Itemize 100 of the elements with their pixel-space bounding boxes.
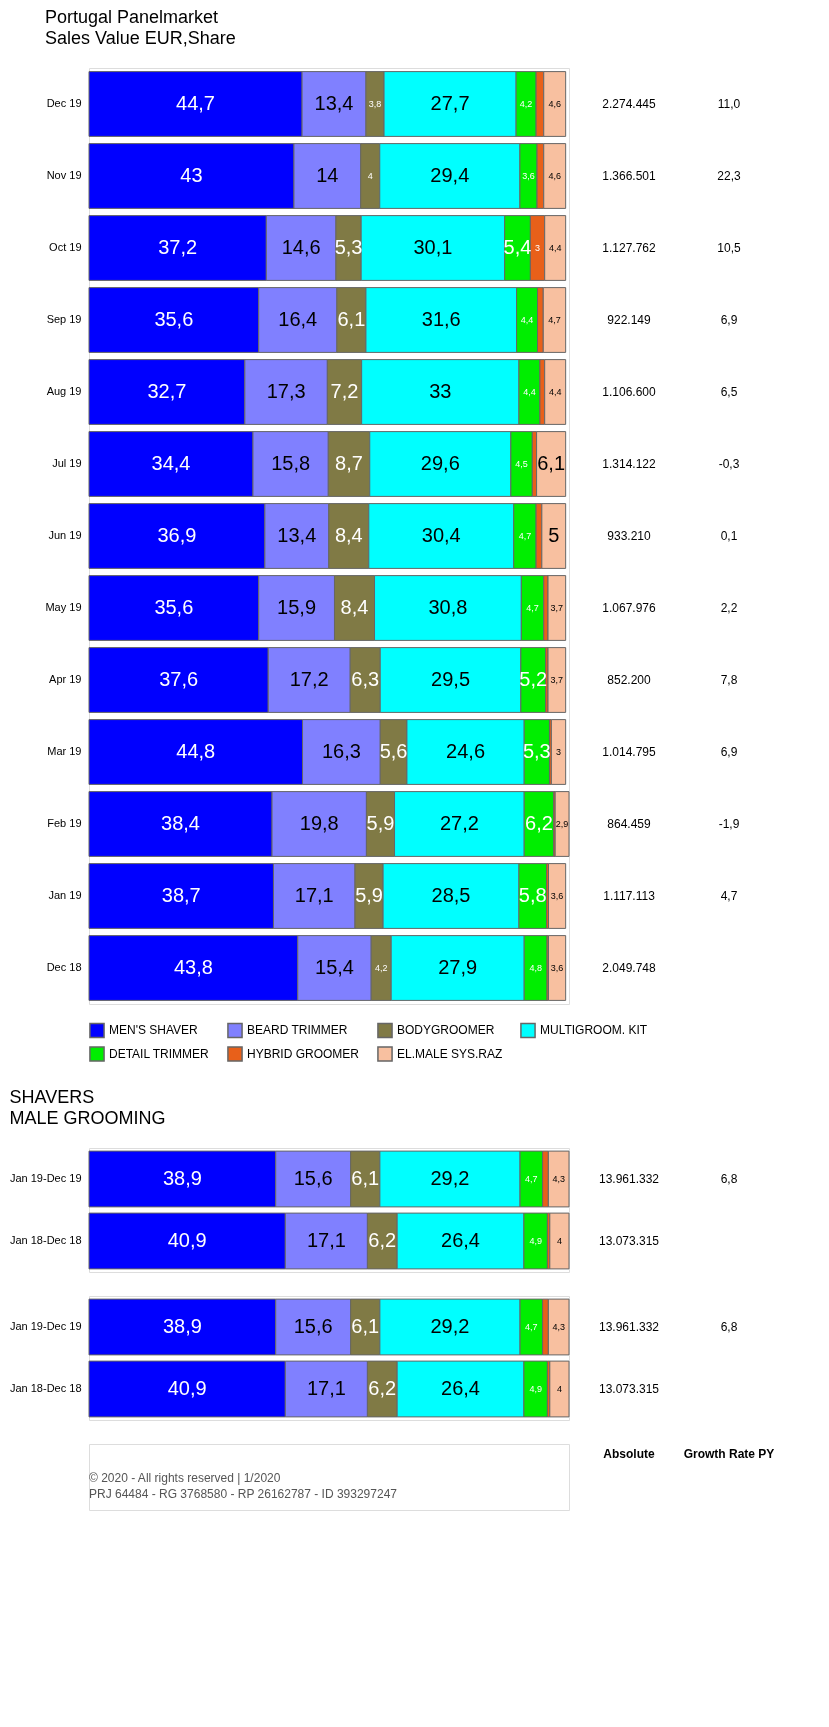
data-label: 26,4 [441, 1377, 480, 1399]
data-label: 4,9 [529, 1384, 542, 1394]
y-tick-label: Jan 19-Dec 19 [9, 1172, 82, 1184]
y-tick-label: Jul 19 [52, 457, 82, 469]
text: 1.014.795 [602, 745, 657, 759]
data-label: 4,4 [523, 387, 536, 397]
legend-label: MEN'S SHAVER [109, 1023, 199, 1038]
data-label: 28,5 [431, 884, 471, 906]
text: 6,8 [720, 1172, 738, 1186]
data-label: 4,7 [525, 1174, 538, 1184]
data-label: 30,8 [428, 596, 468, 618]
text: 1.067.976 [602, 601, 657, 615]
data-label: 35,6 [154, 308, 194, 330]
data-label: 4,8 [529, 963, 542, 973]
data-label: 31,6 [421, 308, 461, 330]
data-label: 29,4 [430, 164, 470, 186]
text: 1.127.762 [602, 241, 657, 255]
text: 13.073.315 [598, 1382, 660, 1396]
data-label: 17,1 [294, 884, 334, 906]
text: 0,1 [720, 529, 738, 543]
data-label: 4,7 [526, 603, 539, 613]
chart-title: SHAVERS [9, 1087, 95, 1107]
text: 4,7 [720, 889, 738, 903]
y-tick-label: Jan 19-Dec 19 [9, 1320, 82, 1332]
data-label: 36,9 [157, 524, 197, 546]
y-tick-label: Dec 18 [46, 961, 82, 973]
chart-title: Portugal Panelmarket [44, 7, 219, 27]
data-label: 4,3 [552, 1174, 565, 1184]
data-label: 15,4 [315, 956, 354, 978]
data-label: 15,8 [271, 452, 311, 474]
data-label: 14,6 [281, 236, 321, 258]
legend-label: HYBRID GROOMER [247, 1047, 360, 1061]
data-label: 4,9 [529, 1236, 542, 1246]
data-label: 13,4 [314, 92, 354, 114]
legend-label: DETAIL TRIMMER [109, 1047, 210, 1061]
y-tick-label: Jun 19 [48, 529, 82, 541]
text: 2.049.748 [602, 961, 657, 975]
data-label: 4,7 [525, 1322, 538, 1332]
data-label: 33 [429, 380, 452, 402]
data-label: 8,7 [335, 452, 363, 474]
data-label: 43,8 [173, 956, 213, 978]
data-label: 6,1 [351, 1167, 380, 1189]
text: 2.274.445 [602, 97, 657, 111]
data-label: 17,1 [306, 1229, 346, 1251]
data-label: 4,2 [374, 963, 388, 973]
data-label: 6,3 [351, 668, 380, 690]
data-label: 29,2 [430, 1167, 470, 1189]
data-label: 26,4 [441, 1229, 480, 1251]
data-label: 16,4 [278, 308, 318, 330]
y-tick-label: Feb 19 [47, 817, 82, 829]
data-label: 5,9 [366, 812, 395, 834]
data-label: 37,2 [158, 236, 198, 258]
data-label: 19,8 [299, 812, 339, 834]
data-label: 3 [556, 747, 562, 757]
data-label: 8,4 [334, 524, 363, 546]
text: 1.314.122 [602, 457, 657, 471]
data-label: 38,9 [162, 1315, 202, 1337]
data-label: 4,6 [548, 99, 561, 109]
data-label: 5,6 [379, 740, 408, 762]
data-label: 40,9 [167, 1229, 207, 1251]
data-label: 40,9 [167, 1377, 207, 1399]
data-label: 43 [180, 164, 203, 186]
text: -1,9 [718, 817, 740, 831]
data-label: 4,7 [518, 531, 532, 541]
legend-label: BEARD TRIMMER [247, 1023, 348, 1038]
text: © 2020 - All rights reserved | 1/2020 [89, 1471, 281, 1485]
data-label: 3,6 [550, 891, 564, 901]
y-tick-label: Apr 19 [49, 673, 82, 685]
data-label: 4,6 [548, 171, 561, 181]
text: PRJ 64484 - RG 3768580 - RP 26162787 - ID 393297247 [89, 1487, 398, 1501]
data-label: 6,1 [337, 308, 366, 330]
data-label: 4,7 [548, 315, 561, 325]
data-label: 6,2 [368, 1229, 397, 1251]
data-label: 4 [556, 1384, 562, 1394]
data-label: 4,4 [548, 243, 562, 253]
text: 7,8 [720, 673, 738, 687]
data-label: 5 [548, 524, 560, 546]
data-label: 4,2 [519, 99, 533, 109]
text: Growth Rate PY [683, 1447, 775, 1461]
text: 922.149 [607, 313, 652, 327]
y-tick-label: Mar 19 [47, 745, 82, 757]
data-label: 6,1 [537, 452, 566, 474]
data-label: 7,2 [330, 380, 359, 402]
data-label: 5,2 [519, 668, 548, 690]
text: 933.210 [607, 529, 652, 543]
text: 22,3 [717, 169, 741, 183]
data-label: 29,5 [431, 668, 471, 690]
data-label: 3,6 [550, 963, 564, 973]
text: 13.961.332 [598, 1320, 660, 1334]
y-tick-label: Nov 19 [46, 169, 82, 181]
chart-subtitle: MALE GROOMING [9, 1108, 166, 1128]
legend-label: EL.MALE SYS.RAZ [397, 1047, 503, 1061]
text: 6,9 [720, 745, 738, 759]
data-label: 44,7 [176, 92, 215, 114]
y-tick-label: May 19 [45, 601, 82, 613]
data-label: 14 [316, 164, 339, 186]
data-label: 3,7 [550, 603, 564, 613]
data-label: 34,4 [151, 452, 191, 474]
data-label: 5,8 [518, 884, 547, 906]
data-label: 5,4 [503, 236, 532, 258]
